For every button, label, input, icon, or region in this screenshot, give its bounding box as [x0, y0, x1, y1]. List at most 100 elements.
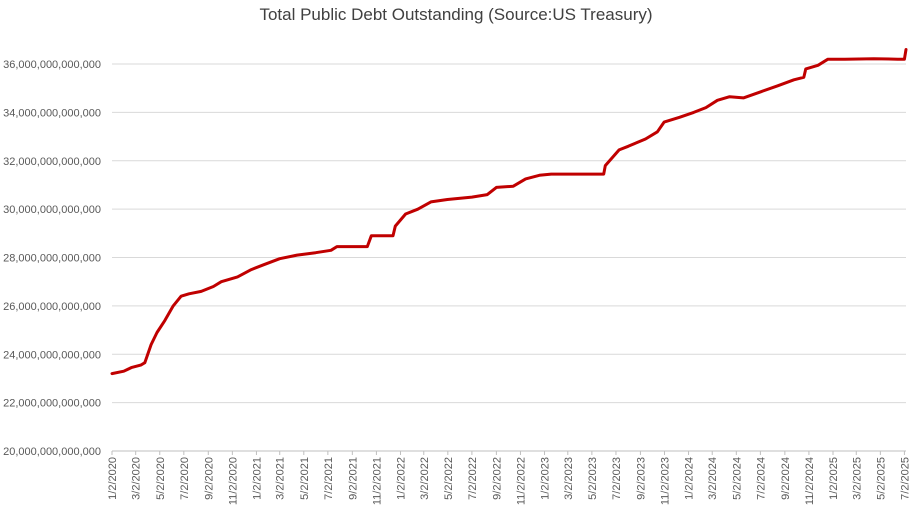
debt-data-point: [172, 305, 174, 307]
debt-data-point: [538, 174, 540, 176]
debt-data-point: [471, 196, 473, 198]
x-tick-label: 7/2/2020: [179, 457, 191, 500]
debt-data-point: [405, 213, 407, 215]
debt-data-point: [777, 85, 779, 87]
debt-data-point: [512, 185, 514, 187]
debt-data-point: [394, 225, 396, 227]
debt-data-point: [180, 295, 182, 297]
x-tick-label: 7/2/2021: [323, 457, 335, 500]
debt-data-point: [827, 58, 829, 60]
x-tick-label: 3/2/2022: [419, 457, 431, 500]
x-tick-label: 11/2/2021: [371, 457, 383, 505]
x-tick-label: 7/2/2024: [755, 457, 767, 500]
debt-data-point: [212, 286, 214, 287]
y-tick-label: 22,000,000,000,000: [3, 398, 101, 410]
debt-data-point: [645, 138, 646, 140]
y-tick-label: 24,000,000,000,000: [3, 349, 101, 361]
debt-data-point: [370, 235, 372, 237]
debt-data-point: [156, 332, 158, 333]
x-tick-label: 1/2/2021: [251, 457, 263, 500]
debt-data-point: [663, 121, 665, 123]
debt-data-point: [844, 58, 846, 60]
x-tick-label: 11/2/2024: [804, 457, 816, 505]
debt-data-point: [263, 264, 264, 266]
y-tick-label: 32,000,000,000,000: [3, 156, 101, 168]
x-tick-label: 9/2/2020: [203, 457, 215, 500]
debt-data-point: [417, 208, 419, 210]
debt-data-point: [336, 246, 338, 248]
debt-data-point: [803, 76, 805, 78]
debt-data-point: [330, 249, 332, 251]
debt-data-point: [793, 79, 795, 81]
x-tick-label: 7/2/2025: [899, 457, 911, 500]
debt-data-point: [716, 99, 718, 101]
x-tick-label: 11/2/2022: [515, 457, 527, 505]
debt-data-point: [693, 111, 695, 113]
debt-data-point: [618, 149, 620, 151]
x-tick-label: 1/2/2025: [828, 457, 840, 500]
y-tick-label: 28,000,000,000,000: [3, 253, 101, 265]
x-tick-label: 1/2/2024: [684, 457, 696, 500]
x-tick-label: 5/2/2025: [875, 457, 887, 500]
x-tick-label: 9/2/2021: [347, 457, 359, 500]
x-tick-label: 9/2/2023: [635, 457, 647, 500]
debt-data-point: [140, 364, 142, 366]
debt-data-point: [873, 58, 875, 60]
x-tick-label: 7/2/2022: [467, 457, 479, 500]
debt-data-point: [729, 96, 731, 98]
x-tick-label: 3/2/2020: [131, 457, 143, 500]
debt-data-point: [903, 58, 905, 60]
debt-data-point: [525, 178, 527, 180]
x-tick-label: 5/2/2022: [443, 457, 455, 500]
debt-data-point: [805, 68, 807, 70]
debt-data-point: [123, 370, 125, 372]
debt-data-point: [200, 290, 202, 292]
debt-data-point: [150, 344, 152, 346]
x-tick-label: 5/2/2023: [587, 457, 599, 500]
debt-data-point: [905, 49, 907, 50]
debt-data-point: [759, 91, 761, 93]
debt-data-point: [446, 199, 448, 200]
debt-data-point: [897, 58, 899, 60]
debt-data-point: [339, 246, 341, 248]
x-tick-label: 9/2/2024: [780, 457, 792, 500]
y-tick-label: 36,000,000,000,000: [3, 59, 101, 71]
y-tick-label: 26,000,000,000,000: [3, 301, 101, 313]
debt-data-point: [366, 246, 368, 248]
debt-data-point: [144, 362, 146, 364]
debt-data-point: [679, 116, 680, 118]
x-tick-label: 5/2/2021: [299, 457, 311, 500]
debt-data-point: [111, 373, 113, 375]
debt-data-point: [705, 107, 707, 109]
debt-data-point: [315, 252, 317, 254]
x-tick-label: 11/2/2020: [227, 457, 239, 505]
x-tick-label: 1/2/2020: [107, 457, 119, 500]
x-tick-label: 3/2/2021: [275, 457, 287, 500]
debt-data-point: [742, 97, 744, 99]
x-tick-label: 9/2/2022: [491, 457, 503, 500]
debt-data-point: [486, 194, 488, 196]
x-tick-label: 1/2/2022: [395, 457, 407, 500]
debt-data-point: [603, 173, 605, 175]
debt-data-point: [550, 173, 552, 175]
y-tick-label: 34,000,000,000,000: [3, 107, 101, 119]
debt-data-point: [392, 235, 394, 237]
debt-data-point: [495, 186, 497, 188]
y-tick-label: 20,000,000,000,000: [3, 446, 101, 458]
x-tick-label: 5/2/2024: [731, 457, 743, 500]
debt-data-point: [627, 145, 629, 147]
x-tick-label: 3/2/2023: [563, 457, 575, 500]
x-tick-label: 3/2/2024: [707, 457, 719, 500]
x-tick-label: 11/2/2023: [659, 457, 671, 505]
debt-data-point: [188, 293, 190, 295]
debt-data-point: [604, 165, 606, 167]
debt-data-point: [296, 254, 298, 256]
x-tick-label: 3/2/2025: [851, 457, 863, 500]
y-tick-label: 30,000,000,000,000: [3, 204, 101, 216]
chart-title: Total Public Debt Outstanding (Source:US…: [259, 5, 653, 24]
debt-data-point: [279, 258, 281, 260]
debt-data-point: [656, 131, 658, 133]
debt-data-point: [250, 269, 252, 271]
